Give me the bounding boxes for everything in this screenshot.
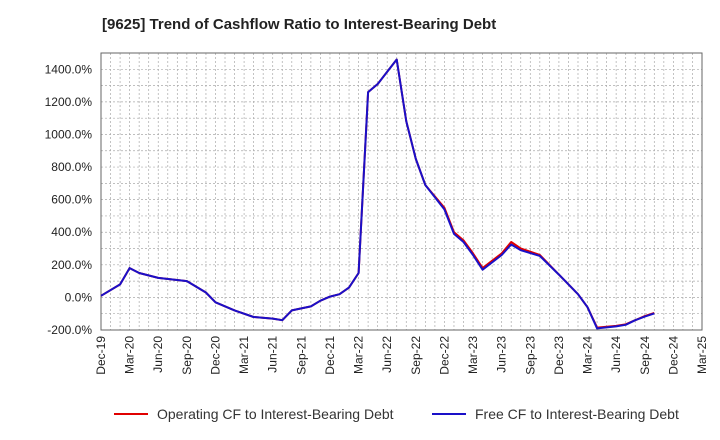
y-tick-label: 200.0%: [51, 258, 92, 272]
chart-plot: -200.0% 0.0% 200.0% 400.0% 600.0% 800.0% 1000.…: [45, 52, 709, 375]
chart-title: [9625] Trend of Cashflow Ratio to Intere…: [102, 16, 497, 33]
x-tick-label: Sep-23: [523, 336, 537, 375]
legend-swatch-operating-cf: [114, 413, 148, 415]
y-axis-ticks: -200.0% 0.0% 200.0% 400.0% 600.0% 800.0% 1000.…: [45, 62, 93, 337]
x-axis-ticks: Dec-19 Mar-20 Jun-20 Sep-20 Dec-20 Mar-21 Jun-…: [94, 336, 709, 375]
y-tick-label: 1400.0%: [45, 62, 93, 76]
legend-item-free-cf: Free CF to Interest-Bearing Debt: [432, 406, 679, 422]
legend-swatch-free-cf: [432, 413, 466, 415]
x-tick-label: Dec-24: [666, 336, 680, 375]
series-line-free-cf: [100, 58, 655, 330]
y-tick-label: 1200.0%: [45, 95, 93, 109]
legend-label-operating-cf: Operating CF to Interest-Bearing Debt: [157, 406, 394, 422]
grid-lines: [101, 53, 702, 330]
x-tick-label: Jun-21: [266, 336, 280, 373]
x-tick-label: Mar-21: [237, 336, 251, 374]
x-tick-label: Dec-21: [323, 336, 337, 375]
x-tick-label: Sep-20: [180, 336, 194, 375]
y-tick-label: -200.0%: [47, 323, 92, 337]
x-tick-label: Sep-22: [409, 336, 423, 375]
x-tick-label: Jun-24: [609, 336, 623, 373]
x-tick-label: Sep-24: [638, 336, 652, 375]
legend: Operating CF to Interest-Bearing Debt Fr…: [0, 398, 720, 432]
x-tick-label: Dec-22: [437, 336, 451, 375]
x-tick-label: Dec-19: [94, 336, 108, 375]
x-tick-label: Mar-23: [466, 336, 480, 374]
x-tick-label: Sep-21: [294, 336, 308, 375]
x-tick-label: Mar-22: [352, 336, 366, 374]
legend-item-operating-cf: Operating CF to Interest-Bearing Debt: [114, 406, 394, 422]
y-tick-label: 400.0%: [51, 225, 92, 239]
plot-area-frame: [100, 52, 703, 331]
y-tick-label: 0.0%: [65, 290, 93, 304]
series-layer: [100, 58, 655, 330]
x-tick-label: Jun-20: [151, 336, 165, 373]
legend-label-free-cf: Free CF to Interest-Bearing Debt: [475, 406, 679, 422]
x-tick-label: Mar-24: [581, 336, 595, 374]
y-tick-label: 800.0%: [51, 160, 92, 174]
x-tick-label: Mar-25: [695, 336, 709, 374]
x-tick-label: Jun-23: [495, 336, 509, 373]
y-tick-label: 600.0%: [51, 193, 92, 207]
y-tick-label: 1000.0%: [45, 127, 93, 141]
x-tick-label: Mar-20: [123, 336, 137, 374]
x-tick-label: Dec-23: [552, 336, 566, 375]
x-tick-label: Jun-22: [380, 336, 394, 373]
x-tick-label: Dec-20: [208, 336, 222, 375]
